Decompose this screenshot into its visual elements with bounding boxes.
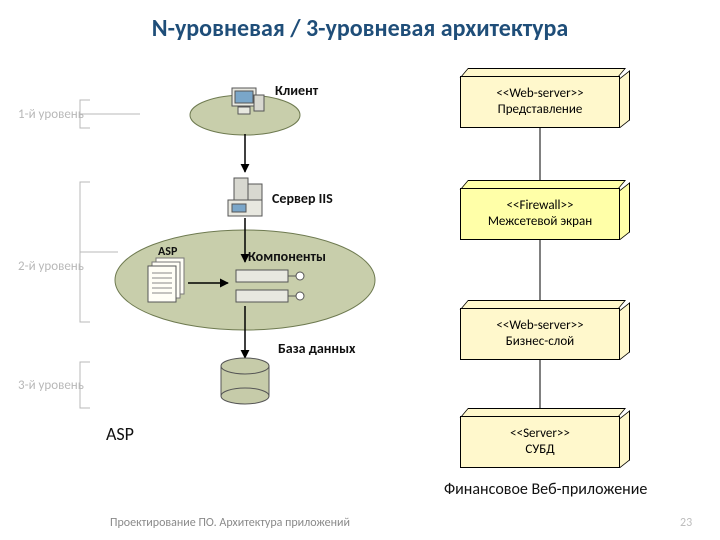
box4-stereo: <<Server>> — [510, 426, 570, 442]
box3-name: Бизнес-слой — [506, 334, 574, 350]
iis-label: Сервер IIS — [272, 190, 333, 207]
db-label: База данных — [278, 340, 355, 357]
level1-label: 1-й уровень — [18, 107, 84, 122]
components-label: Компоненты — [248, 248, 326, 265]
bracket-l1 — [80, 100, 140, 128]
database-cylinder — [221, 358, 269, 404]
level2-label: 2-й уровень — [18, 259, 84, 274]
box-firewall: <<Firewall>> Межсетевой экран — [460, 188, 620, 240]
box-presentation: <<Web-server>> Представление — [460, 76, 620, 128]
box1-name: Представление — [498, 102, 583, 118]
asp-document-icon — [148, 258, 184, 302]
footer-text: Проектирование ПО. Архитектура приложени… — [110, 516, 350, 530]
iis-server-icon — [228, 178, 262, 216]
box2-name: Межсетевой экран — [488, 214, 592, 230]
box1-stereo: <<Web-server>> — [496, 86, 583, 102]
client-label: Клиент — [275, 82, 318, 99]
page-number: 23 — [680, 516, 692, 530]
bracket-l2 — [80, 182, 118, 322]
box2-stereo: <<Firewall>> — [507, 198, 574, 214]
caption: Финансовое Веб-приложение — [444, 480, 647, 499]
box3-stereo: <<Web-server>> — [496, 318, 583, 334]
box4-name: СУБД — [525, 442, 554, 458]
box-business: <<Web-server>> Бизнес-слой — [460, 308, 620, 360]
asp-small-label: ASP — [158, 245, 177, 259]
level3-label: 3-й уровень — [18, 378, 84, 393]
box-dbms: <<Server>> СУБД — [460, 416, 620, 468]
asp-big-label: ASP — [106, 423, 134, 445]
